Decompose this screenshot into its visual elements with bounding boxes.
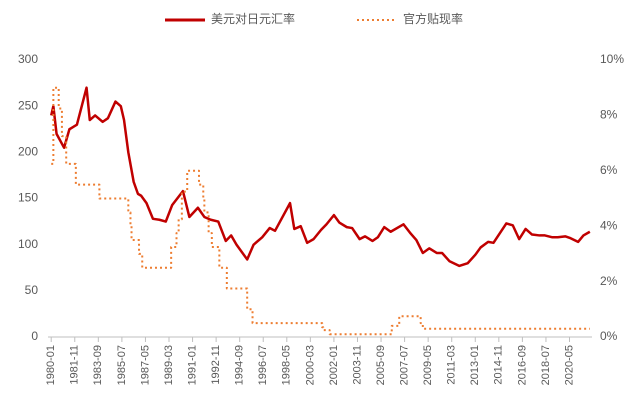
y2-tick-label: 2% (600, 274, 618, 288)
x-tick-label: 1991-01 (186, 345, 198, 385)
y-tick-label: 250 (18, 98, 38, 112)
x-tick-label: 1989-03 (163, 345, 175, 385)
y-tick-label: 200 (18, 145, 38, 159)
x-tick-label: 1987-05 (139, 345, 151, 385)
x-tick-label: 2005-09 (375, 345, 387, 385)
x-tick-label: 2014-11 (493, 345, 505, 385)
x-tick-label: 1996-07 (257, 345, 269, 385)
legend-label: 美元对日元汇率 (211, 11, 295, 26)
x-tick-label: 1981-11 (69, 345, 81, 385)
x-tick-label: 2002-01 (328, 345, 340, 385)
y2-tick-label: 8% (600, 108, 618, 122)
y2-tick-label: 4% (600, 218, 618, 232)
y2-tick-label: 6% (600, 163, 618, 177)
x-tick-label: 2009-05 (422, 345, 434, 385)
y-tick-label: 0 (31, 329, 38, 343)
x-tick-label: 2003-11 (351, 345, 363, 385)
y-tick-label: 50 (25, 283, 39, 297)
y2-tick-label: 0% (600, 329, 618, 343)
y2-tick-label: 10% (600, 52, 624, 66)
x-tick-label: 1983-09 (92, 345, 104, 385)
y-tick-label: 300 (18, 52, 38, 66)
x-tick-label: 1985-07 (116, 345, 128, 385)
x-tick-label: 2016-09 (516, 345, 528, 385)
x-tick-label: 1998-05 (281, 345, 293, 385)
x-tick-label: 2007-07 (399, 345, 411, 385)
series-line (51, 86, 590, 336)
x-tick-label: 2013-01 (469, 345, 481, 385)
y-tick-label: 150 (18, 191, 38, 205)
x-tick-label: 1992-11 (210, 345, 222, 385)
legend-label: 官方贴现率 (403, 11, 463, 26)
x-tick-label: 2020-05 (563, 345, 575, 385)
x-tick-label: 2011-03 (446, 345, 458, 385)
x-tick-label: 1994-09 (234, 345, 246, 385)
y-tick-label: 100 (18, 237, 38, 251)
series-line (49, 86, 591, 268)
x-tick-label: 2000-03 (304, 345, 316, 385)
x-tick-label: 1980-01 (45, 345, 57, 385)
x-tick-label: 2018-07 (540, 345, 552, 385)
